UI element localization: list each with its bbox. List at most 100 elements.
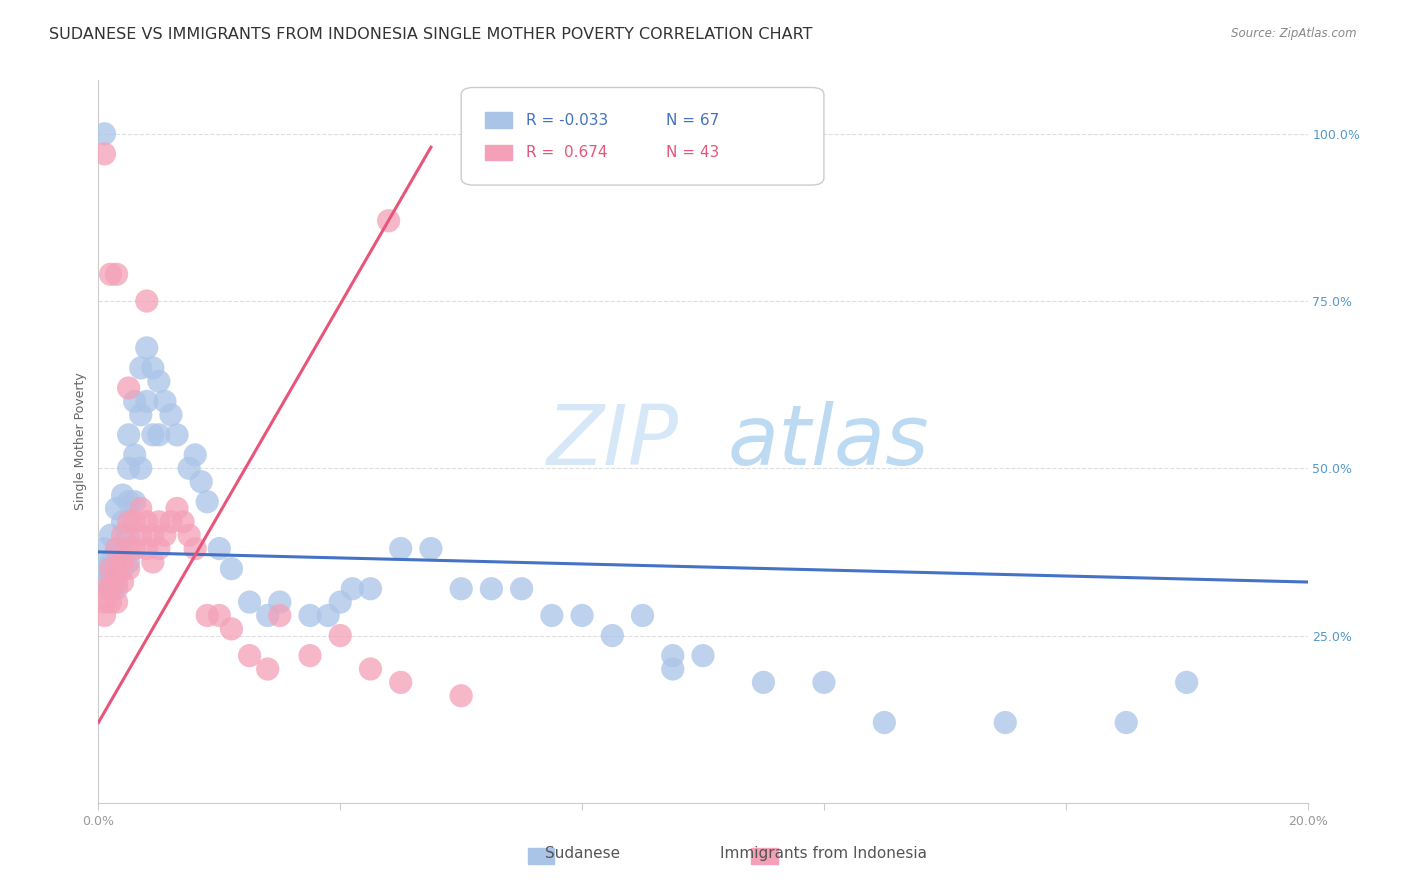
- Point: [160, 515, 183, 529]
- Point: [329, 595, 352, 609]
- Point: [813, 675, 835, 690]
- Point: [208, 541, 231, 556]
- Point: [420, 541, 443, 556]
- Point: [256, 662, 278, 676]
- Point: [160, 408, 183, 422]
- Point: [118, 541, 141, 556]
- Point: [571, 608, 593, 623]
- Point: [166, 501, 188, 516]
- Point: [184, 541, 207, 556]
- Text: R = -0.033: R = -0.033: [526, 112, 609, 128]
- Text: N = 43: N = 43: [665, 145, 718, 160]
- Point: [118, 562, 141, 576]
- Point: [118, 427, 141, 442]
- Point: [142, 528, 165, 542]
- Point: [342, 582, 364, 596]
- Point: [148, 375, 170, 389]
- Point: [148, 427, 170, 442]
- Text: Sudanese: Sudanese: [544, 846, 620, 861]
- Point: [148, 515, 170, 529]
- Point: [111, 575, 134, 590]
- Point: [179, 528, 201, 542]
- Point: [329, 628, 352, 642]
- Point: [221, 622, 243, 636]
- Text: atlas: atlas: [727, 401, 929, 482]
- Point: [93, 608, 115, 623]
- Point: [124, 541, 146, 556]
- Point: [450, 582, 472, 596]
- Point: [118, 381, 141, 395]
- Point: [752, 675, 775, 690]
- Point: [153, 528, 176, 542]
- Point: [93, 575, 115, 590]
- Point: [105, 268, 128, 282]
- Point: [124, 448, 146, 462]
- Point: [111, 541, 134, 556]
- Point: [360, 662, 382, 676]
- Point: [100, 582, 122, 596]
- Point: [105, 541, 128, 556]
- Text: Immigrants from Indonesia: Immigrants from Indonesia: [720, 846, 928, 861]
- Point: [93, 595, 115, 609]
- Point: [100, 582, 122, 596]
- Point: [510, 582, 533, 596]
- Point: [602, 628, 624, 642]
- Point: [105, 562, 128, 576]
- Point: [239, 648, 262, 663]
- Point: [111, 562, 134, 576]
- Point: [316, 608, 339, 623]
- Point: [148, 541, 170, 556]
- Point: [142, 427, 165, 442]
- Point: [389, 541, 412, 556]
- Point: [631, 608, 654, 623]
- Point: [239, 595, 262, 609]
- Point: [124, 494, 146, 508]
- Bar: [751, 848, 778, 864]
- Point: [111, 488, 134, 502]
- Point: [1115, 715, 1137, 730]
- Point: [105, 575, 128, 590]
- Point: [105, 501, 128, 516]
- Point: [256, 608, 278, 623]
- Point: [118, 555, 141, 569]
- Point: [111, 528, 134, 542]
- Point: [100, 555, 122, 569]
- Point: [118, 528, 141, 542]
- Point: [450, 689, 472, 703]
- Point: [360, 582, 382, 596]
- Point: [124, 515, 146, 529]
- Point: [994, 715, 1017, 730]
- Point: [179, 461, 201, 475]
- Point: [195, 608, 218, 623]
- Point: [269, 595, 291, 609]
- Point: [105, 595, 128, 609]
- Point: [100, 595, 122, 609]
- Point: [135, 515, 157, 529]
- Point: [100, 568, 122, 582]
- Point: [389, 675, 412, 690]
- Point: [100, 528, 122, 542]
- Bar: [485, 112, 512, 128]
- Point: [111, 515, 134, 529]
- Point: [124, 394, 146, 409]
- Point: [105, 582, 128, 596]
- Point: [129, 361, 152, 376]
- Bar: [527, 848, 554, 864]
- Point: [269, 608, 291, 623]
- Point: [93, 582, 115, 596]
- Point: [105, 541, 128, 556]
- Point: [195, 494, 218, 508]
- Point: [129, 408, 152, 422]
- Point: [129, 528, 152, 542]
- FancyBboxPatch shape: [461, 87, 824, 185]
- Point: [377, 214, 399, 228]
- Text: N = 67: N = 67: [665, 112, 718, 128]
- Point: [190, 475, 212, 489]
- Point: [93, 541, 115, 556]
- Point: [100, 562, 122, 576]
- Text: R =  0.674: R = 0.674: [526, 145, 607, 160]
- Point: [661, 648, 683, 663]
- Point: [172, 515, 194, 529]
- Text: SUDANESE VS IMMIGRANTS FROM INDONESIA SINGLE MOTHER POVERTY CORRELATION CHART: SUDANESE VS IMMIGRANTS FROM INDONESIA SI…: [49, 27, 813, 42]
- Point: [142, 555, 165, 569]
